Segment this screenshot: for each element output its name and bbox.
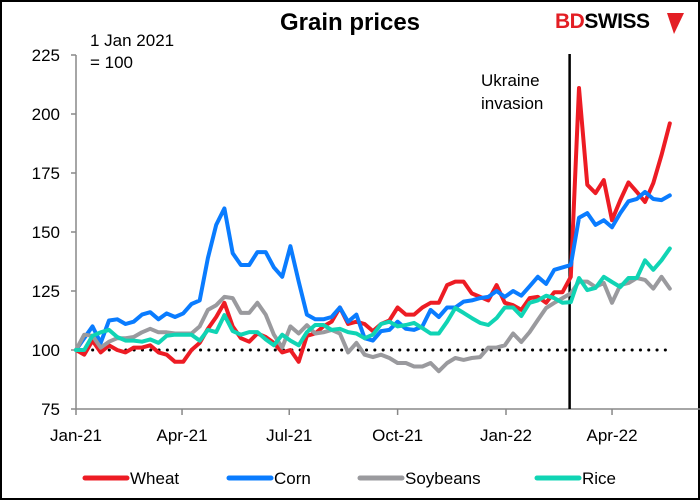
y-tick-label: 225 xyxy=(32,46,60,65)
y-tick-label: 175 xyxy=(32,164,60,183)
x-tick-label: Apr-21 xyxy=(157,426,208,445)
x-tick-label: Oct-21 xyxy=(372,426,423,445)
series-line-rice xyxy=(74,246,672,352)
y-tick-label: 150 xyxy=(32,223,60,242)
legend-item-corn: Corn xyxy=(226,469,311,488)
x-tick-label: Jan-22 xyxy=(480,426,532,445)
x-tick-label: Jul-21 xyxy=(266,426,312,445)
y-tick-label: 100 xyxy=(32,341,60,360)
x-tick-label: Apr-22 xyxy=(587,426,638,445)
y-tick-label: 75 xyxy=(41,400,60,419)
legend-label: Soybeans xyxy=(405,469,481,488)
y-tick-label: 125 xyxy=(32,282,60,301)
legend-label: Corn xyxy=(274,469,311,488)
series-line-soybeans xyxy=(74,274,672,374)
bdswiss-logo: BDSWISS xyxy=(555,10,684,34)
legend-item-wheat: Wheat xyxy=(82,469,179,488)
legend-item-rice: Rice xyxy=(534,469,616,488)
y-tick-label: 200 xyxy=(32,105,60,124)
logo-part-bd: BD xyxy=(555,10,585,33)
x-tick-label: Jan-21 xyxy=(50,426,102,445)
legend-label: Wheat xyxy=(130,469,179,488)
legend-item-soybeans: Soybeans xyxy=(357,469,481,488)
event-label-line2: invasion xyxy=(481,94,543,113)
event-label-line1: Ukraine xyxy=(481,71,540,90)
logo-flag-icon xyxy=(667,13,684,34)
chart-title: Grain prices xyxy=(280,9,420,36)
index-note-line2: = 100 xyxy=(90,53,133,72)
series-line-wheat xyxy=(74,86,672,364)
index-note-line1: 1 Jan 2021 xyxy=(90,31,174,50)
legend-label: Rice xyxy=(582,469,616,488)
logo-text: BDSWISS xyxy=(555,10,650,33)
logo-part-swiss: SWISS xyxy=(584,10,650,33)
series-line-corn xyxy=(74,189,672,352)
